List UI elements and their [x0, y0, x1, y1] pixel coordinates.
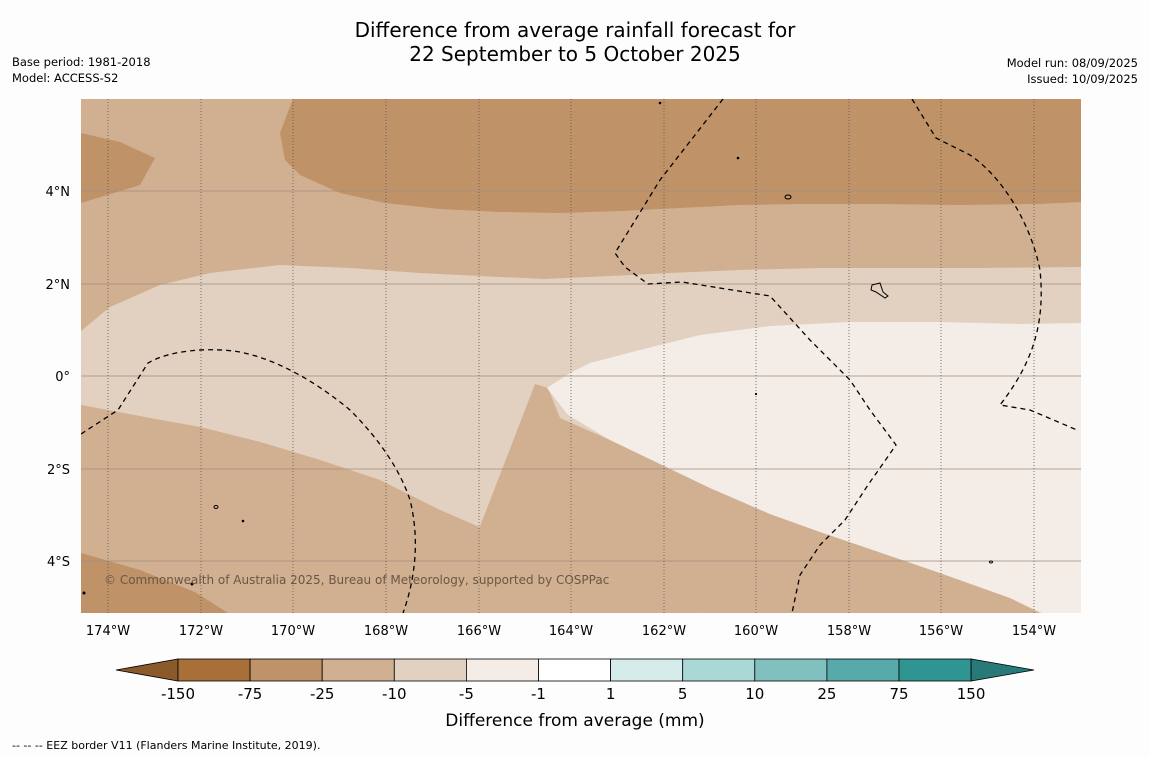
- lat-label: 4°N: [46, 185, 71, 200]
- colorbar-tick-label: -1: [531, 685, 546, 703]
- lon-label: 156°W: [919, 624, 963, 639]
- colorbar-tick-label: -75: [238, 685, 263, 703]
- anomaly-patch-minus75-south-top: [81, 553, 228, 613]
- island-8: [190, 582, 194, 586]
- meta-right: Model run: 08/09/2025 Issued: 10/09/2025: [1007, 55, 1138, 87]
- eez-borders: [81, 99, 1078, 613]
- colorbar-under-arrow: [115, 658, 179, 682]
- colorbar-tick-label: -5: [459, 685, 474, 703]
- island-7: [754, 392, 758, 396]
- lon-label: 174°W: [86, 624, 130, 639]
- meta-left: Base period: 1981-2018 Model: ACCESS-S2: [12, 54, 151, 86]
- lon-label: 172°W: [179, 624, 223, 639]
- eez-border-central: [614, 99, 897, 613]
- colorbar-segment: [393, 658, 467, 682]
- island-2: [870, 282, 889, 299]
- colorbar-segment: [177, 658, 251, 682]
- lon-label: 160°W: [734, 624, 778, 639]
- colorbar: [115, 658, 1035, 682]
- colorbar-tick-label: 1: [606, 685, 616, 703]
- colorbar-segment: [754, 658, 828, 682]
- colorbar-segment: [898, 658, 972, 682]
- island-5: [736, 156, 740, 160]
- lon-label: 154°W: [1012, 624, 1056, 639]
- copyright-text: © Commonwealth of Australia 2025, Bureau…: [104, 573, 609, 587]
- island-3: [213, 505, 219, 509]
- islands: [82, 101, 993, 595]
- colorbar-tick-label: 10: [745, 685, 764, 703]
- map-plot-area: © Commonwealth of Australia 2025, Bureau…: [81, 99, 1081, 613]
- base-period-text: Base period: 1981-2018: [12, 55, 151, 69]
- colorbar-segment: [249, 658, 323, 682]
- colorbar-segment: [826, 658, 900, 682]
- anomaly-band-minus75-north: [280, 99, 1081, 213]
- colorbar-segment: [538, 658, 611, 682]
- colorbar-segment: [682, 658, 756, 682]
- lat-label: 2°S: [47, 463, 70, 478]
- colorbar-tick-label: 75: [889, 685, 908, 703]
- latitude-labels: 4°N 2°N 0° 2°S 4°S: [46, 185, 71, 570]
- lon-label: 168°W: [364, 624, 408, 639]
- lat-label: 0°: [55, 370, 70, 385]
- colorbar-tick-labels: -150 -75 -25 -10 -5 -1 1 5 10 25 75 150: [161, 685, 985, 703]
- island-4: [658, 101, 662, 105]
- lon-label: 166°W: [457, 624, 501, 639]
- colorbar-segment: [610, 658, 684, 682]
- chart-title: Difference from average rainfall forecas…: [0, 18, 1150, 66]
- island-1: [784, 194, 792, 200]
- lat-label: 4°S: [47, 555, 70, 570]
- colorbar-segment: [321, 658, 395, 682]
- lon-label: 158°W: [827, 624, 871, 639]
- colorbar-segment: [465, 658, 539, 682]
- lon-label: 164°W: [549, 624, 593, 639]
- model-text: Model: ACCESS-S2: [12, 71, 119, 85]
- lat-label: 2°N: [46, 278, 71, 293]
- eez-footnote: -- -- -- EEZ border V11 (Flanders Marine…: [12, 739, 321, 752]
- eez-border-west: [81, 349, 416, 613]
- title-line-2: 22 September to 5 October 2025: [409, 42, 741, 66]
- anomaly-patch-minus75-west: [81, 133, 155, 203]
- issued-text: Issued: 10/09/2025: [1027, 72, 1138, 86]
- island-10: [82, 591, 86, 595]
- island-9: [989, 560, 993, 564]
- longitude-labels: 174°W 172°W 170°W 168°W 166°W 164°W 162°W 160°W…: [86, 624, 1056, 639]
- latitude-gridlines: [81, 190, 1081, 562]
- colorbar-tick-label: -150: [161, 685, 195, 703]
- lon-label: 170°W: [271, 624, 315, 639]
- colorbar-tick-label: -25: [310, 685, 335, 703]
- colorbar-label: Difference from average (mm): [445, 711, 704, 731]
- colorbar-tick-label: 150: [957, 685, 986, 703]
- colorbar-tick-label: -10: [382, 685, 407, 703]
- island-6: [241, 519, 245, 523]
- colorbar-tick-label: 5: [678, 685, 688, 703]
- title-line-1: Difference from average rainfall forecas…: [354, 18, 796, 42]
- eez-border-east: [911, 99, 1078, 431]
- anomaly-band-minus5: [547, 322, 1081, 613]
- colorbar-over-arrow: [970, 658, 1035, 682]
- lon-label: 162°W: [642, 624, 686, 639]
- colorbar-tick-label: 25: [817, 685, 836, 703]
- model-run-text: Model run: 08/09/2025: [1006, 56, 1138, 70]
